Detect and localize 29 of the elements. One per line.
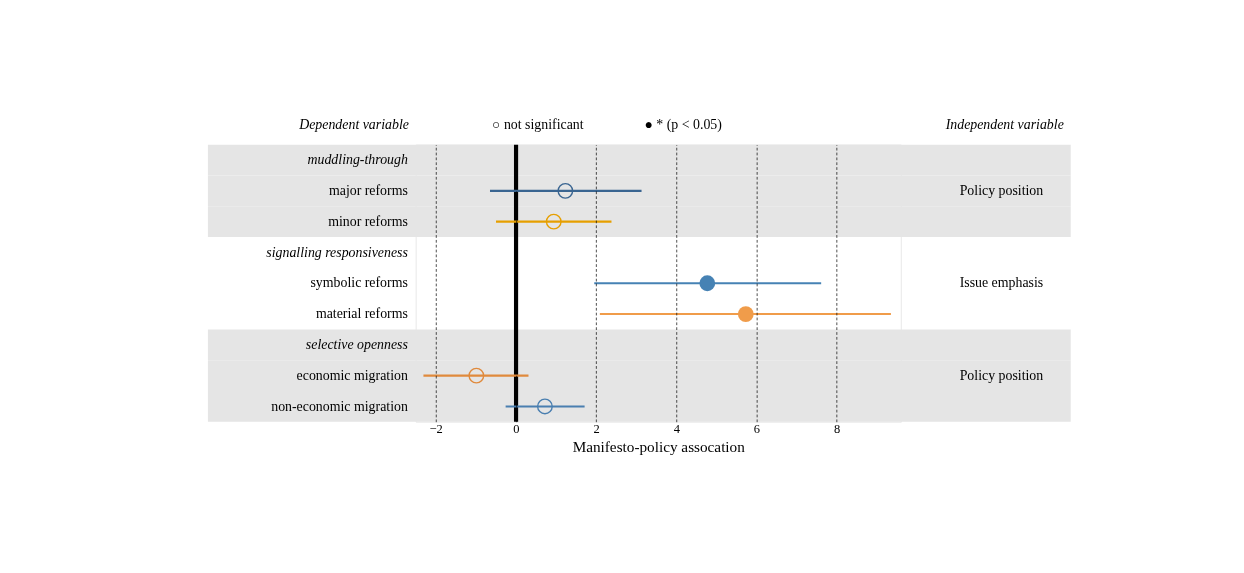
text: ○ not significant xyxy=(492,117,584,133)
text: Dependent variable xyxy=(298,117,409,133)
y-tick-label: muddling-through xyxy=(307,152,408,168)
text: Policy position xyxy=(959,183,1044,198)
x-tick-label: 0 xyxy=(513,422,520,437)
point xyxy=(557,182,574,199)
point xyxy=(699,275,716,292)
y-tick-label: signalling responsiveness xyxy=(266,244,408,260)
y-tick-label: economic migration xyxy=(296,367,408,383)
x-tick-label: 4 xyxy=(673,422,681,437)
x-tick-label: 6 xyxy=(753,422,761,437)
text: Issue emphasis xyxy=(959,275,1044,291)
y-tick-label: material reforms xyxy=(315,306,408,322)
x-tick-label: 2 xyxy=(593,422,600,437)
point xyxy=(545,213,562,230)
x-tick-label: −2 xyxy=(429,422,443,437)
point xyxy=(468,367,485,384)
y-tick-label: minor reforms xyxy=(328,213,408,229)
text: ● * (p < 0.05) xyxy=(644,117,722,134)
text: Policy position xyxy=(959,367,1044,383)
y-tick-label: non-economic migration xyxy=(271,398,408,414)
point xyxy=(536,398,553,415)
y-tick-label: major reforms xyxy=(328,183,408,198)
y-tick-label: selective openness xyxy=(305,337,408,352)
point xyxy=(737,306,754,322)
x-tick-label: 8 xyxy=(834,422,841,437)
y-tick-label: symbolic reforms xyxy=(310,275,408,291)
x-axis-title: Manifesto-policy assocation xyxy=(572,438,746,455)
text: Independent variable xyxy=(944,117,1064,133)
